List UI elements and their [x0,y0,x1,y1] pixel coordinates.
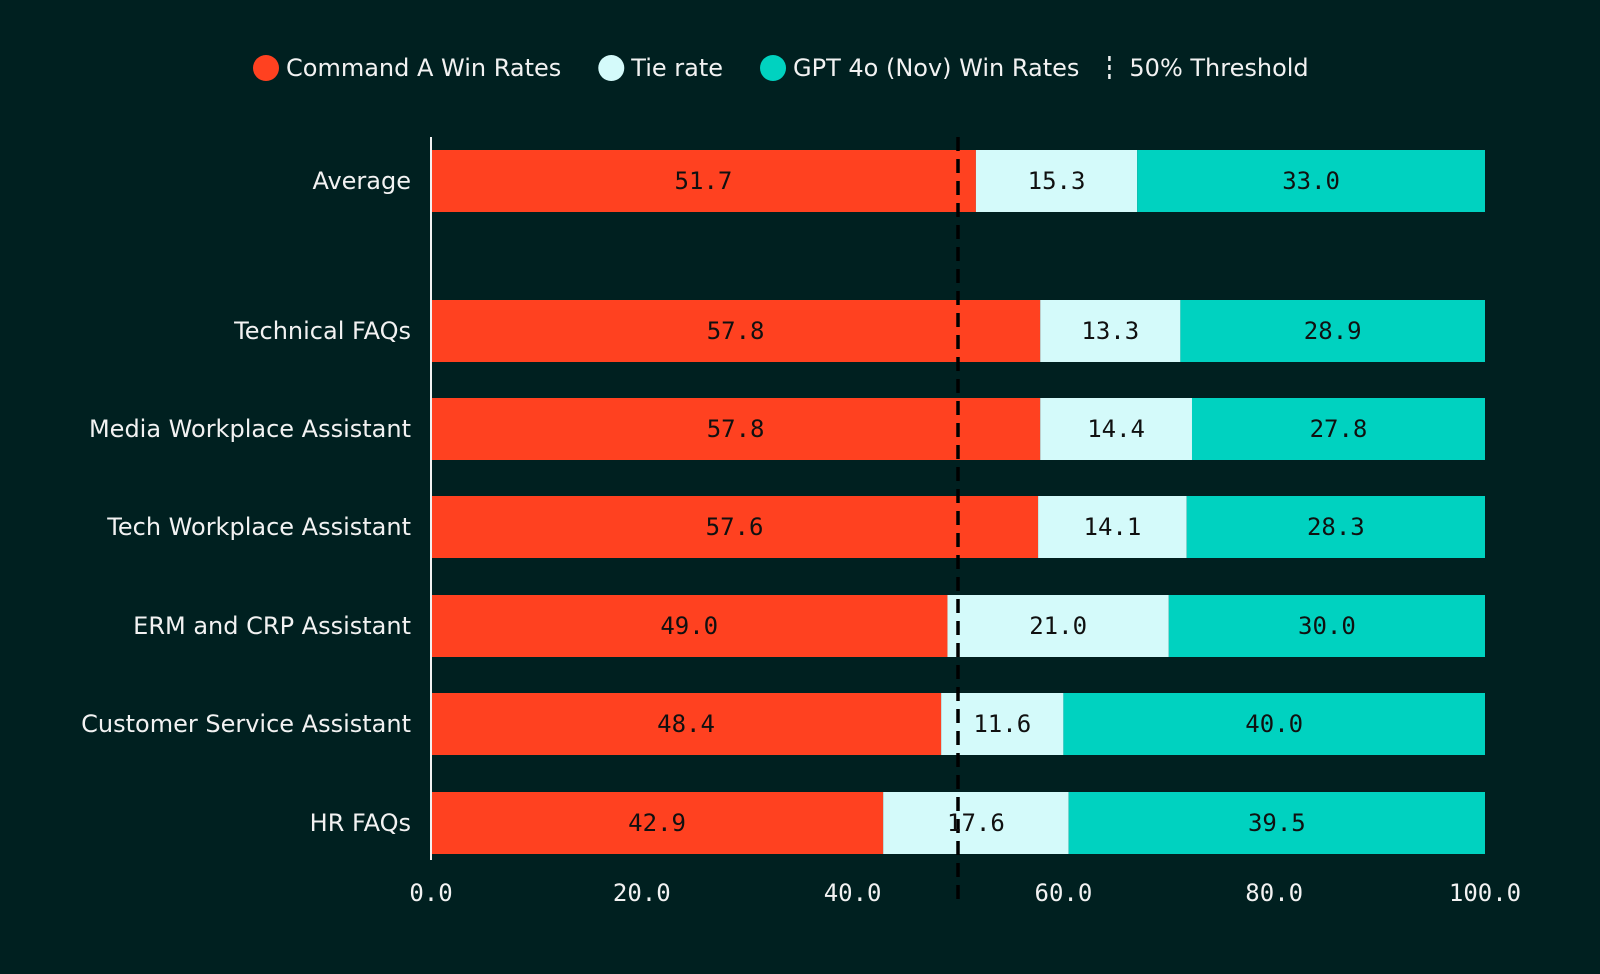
x-tick-label-60-0: 60.0 [1035,879,1093,907]
legend-label-gpt-4o-nov-win-rates: GPT 4o (Nov) Win Rates [793,54,1079,82]
data-label-tie-rate-tech-workplace-assistant: 14.1 [1084,513,1142,541]
category-label-average: Average [312,167,411,195]
legend-label-tie-rate: Tie rate [630,54,723,82]
bar-tie-rate-customer-service-assistant [941,693,1064,755]
x-tick-label-20-0: 20.0 [613,879,671,907]
data-label-gpt-4o-nov-win-rates-media-workplace-assistant: 27.8 [1310,415,1368,443]
bar-gpt-4o-nov-win-rates-customer-service-assistant [1063,693,1485,755]
bar-command-a-win-rates-customer-service-assistant [431,693,942,755]
bar-gpt-4o-nov-win-rates-technical-faqs [1180,300,1485,362]
bar-gpt-4o-nov-win-rates-erm-and-crp-assistant [1168,595,1485,657]
category-label-customer-service-assistant: Customer Service Assistant [81,710,411,738]
data-label-tie-rate-average: 15.3 [1028,167,1086,195]
bar-gpt-4o-nov-win-rates-media-workplace-assistant [1191,398,1485,460]
legend-label-threshold: 50% Threshold [1129,54,1308,82]
data-label-command-a-win-rates-customer-service-assistant: 48.4 [657,710,715,738]
bar-tie-rate-erm-and-crp-assistant [947,595,1169,657]
category-label-media-workplace-assistant: Media Workplace Assistant [89,415,411,443]
category-label-technical-faqs: Technical FAQs [233,317,411,345]
bars-group [431,150,1485,854]
data-label-gpt-4o-nov-win-rates-tech-workplace-assistant: 28.3 [1307,513,1365,541]
data-label-gpt-4o-nov-win-rates-customer-service-assistant: 40.0 [1245,710,1303,738]
x-tick-label-80-0: 80.0 [1245,879,1303,907]
bar-command-a-win-rates-average [431,150,976,212]
bar-command-a-win-rates-erm-and-crp-assistant [431,595,948,657]
data-label-command-a-win-rates-hr-faqs: 42.9 [628,809,686,837]
bar-command-a-win-rates-hr-faqs [431,792,884,854]
bar-gpt-4o-nov-win-rates-hr-faqs [1068,792,1485,854]
data-label-gpt-4o-nov-win-rates-technical-faqs: 28.9 [1304,317,1362,345]
bar-tie-rate-hr-faqs [883,792,1069,854]
data-label-tie-rate-erm-and-crp-assistant: 21.0 [1029,612,1087,640]
data-label-tie-rate-technical-faqs: 13.3 [1081,317,1139,345]
legend-swatch-gpt-4o-nov-win-rates [760,55,787,81]
x-axis-ticks: 0.0 20.0 40.0 60.0 80.0 100.0 [409,879,1521,907]
bar-tie-rate-media-workplace-assistant [1040,398,1192,460]
x-tick-label-0-0: 0.0 [409,879,452,907]
data-label-command-a-win-rates-technical-faqs: 57.8 [707,317,765,345]
data-label-tie-rate-customer-service-assistant: 11.6 [973,710,1031,738]
data-label-command-a-win-rates-average: 51.7 [675,167,733,195]
category-labels-group: Average Technical FAQs Media Workplace Ass… [81,167,411,837]
data-label-tie-rate-hr-faqs: 17.6 [947,809,1005,837]
bar-tie-rate-tech-workplace-assistant [1038,496,1187,558]
data-label-gpt-4o-nov-win-rates-erm-and-crp-assistant: 30.0 [1298,612,1356,640]
x-tick-label-40-0: 40.0 [824,879,882,907]
x-tick-label-100-0: 100.0 [1449,879,1521,907]
bar-gpt-4o-nov-win-rates-average [1137,150,1485,212]
data-label-command-a-win-rates-erm-and-crp-assistant: 49.0 [660,612,718,640]
legend-label-command-a-win-rates: Command A Win Rates [286,54,561,82]
bar-tie-rate-average [975,150,1138,212]
legend-swatch-command-a-win-rates [253,55,279,81]
data-label-gpt-4o-nov-win-rates-average: 33.0 [1282,167,1340,195]
data-label-command-a-win-rates-tech-workplace-assistant: 57.6 [706,513,764,541]
data-label-tie-rate-media-workplace-assistant: 14.4 [1087,415,1145,443]
bar-tie-rate-technical-faqs [1040,300,1181,362]
legend: Command A Win Rates Tie rate GPT 4o (Nov) … [253,54,1309,82]
bar-command-a-win-rates-media-workplace-assistant [431,398,1041,460]
bar-command-a-win-rates-technical-faqs [431,300,1041,362]
bar-command-a-win-rates-tech-workplace-assistant [431,496,1039,558]
category-label-hr-faqs: HR FAQs [310,809,411,837]
legend-swatch-tie-rate [598,55,625,81]
data-label-gpt-4o-nov-win-rates-hr-faqs: 39.5 [1248,809,1306,837]
category-label-tech-workplace-assistant: Tech Workplace Assistant [106,513,411,541]
value-labels-group: 51.7 15.3 33.0 57.8 13.3 28.9 57.8 14.4 27.8 57.6… [628,167,1367,837]
category-label-erm-and-crp-assistant: ERM and CRP Assistant [133,612,411,640]
data-label-command-a-win-rates-media-workplace-assistant: 57.8 [707,415,765,443]
bar-gpt-4o-nov-win-rates-tech-workplace-assistant [1186,496,1485,558]
